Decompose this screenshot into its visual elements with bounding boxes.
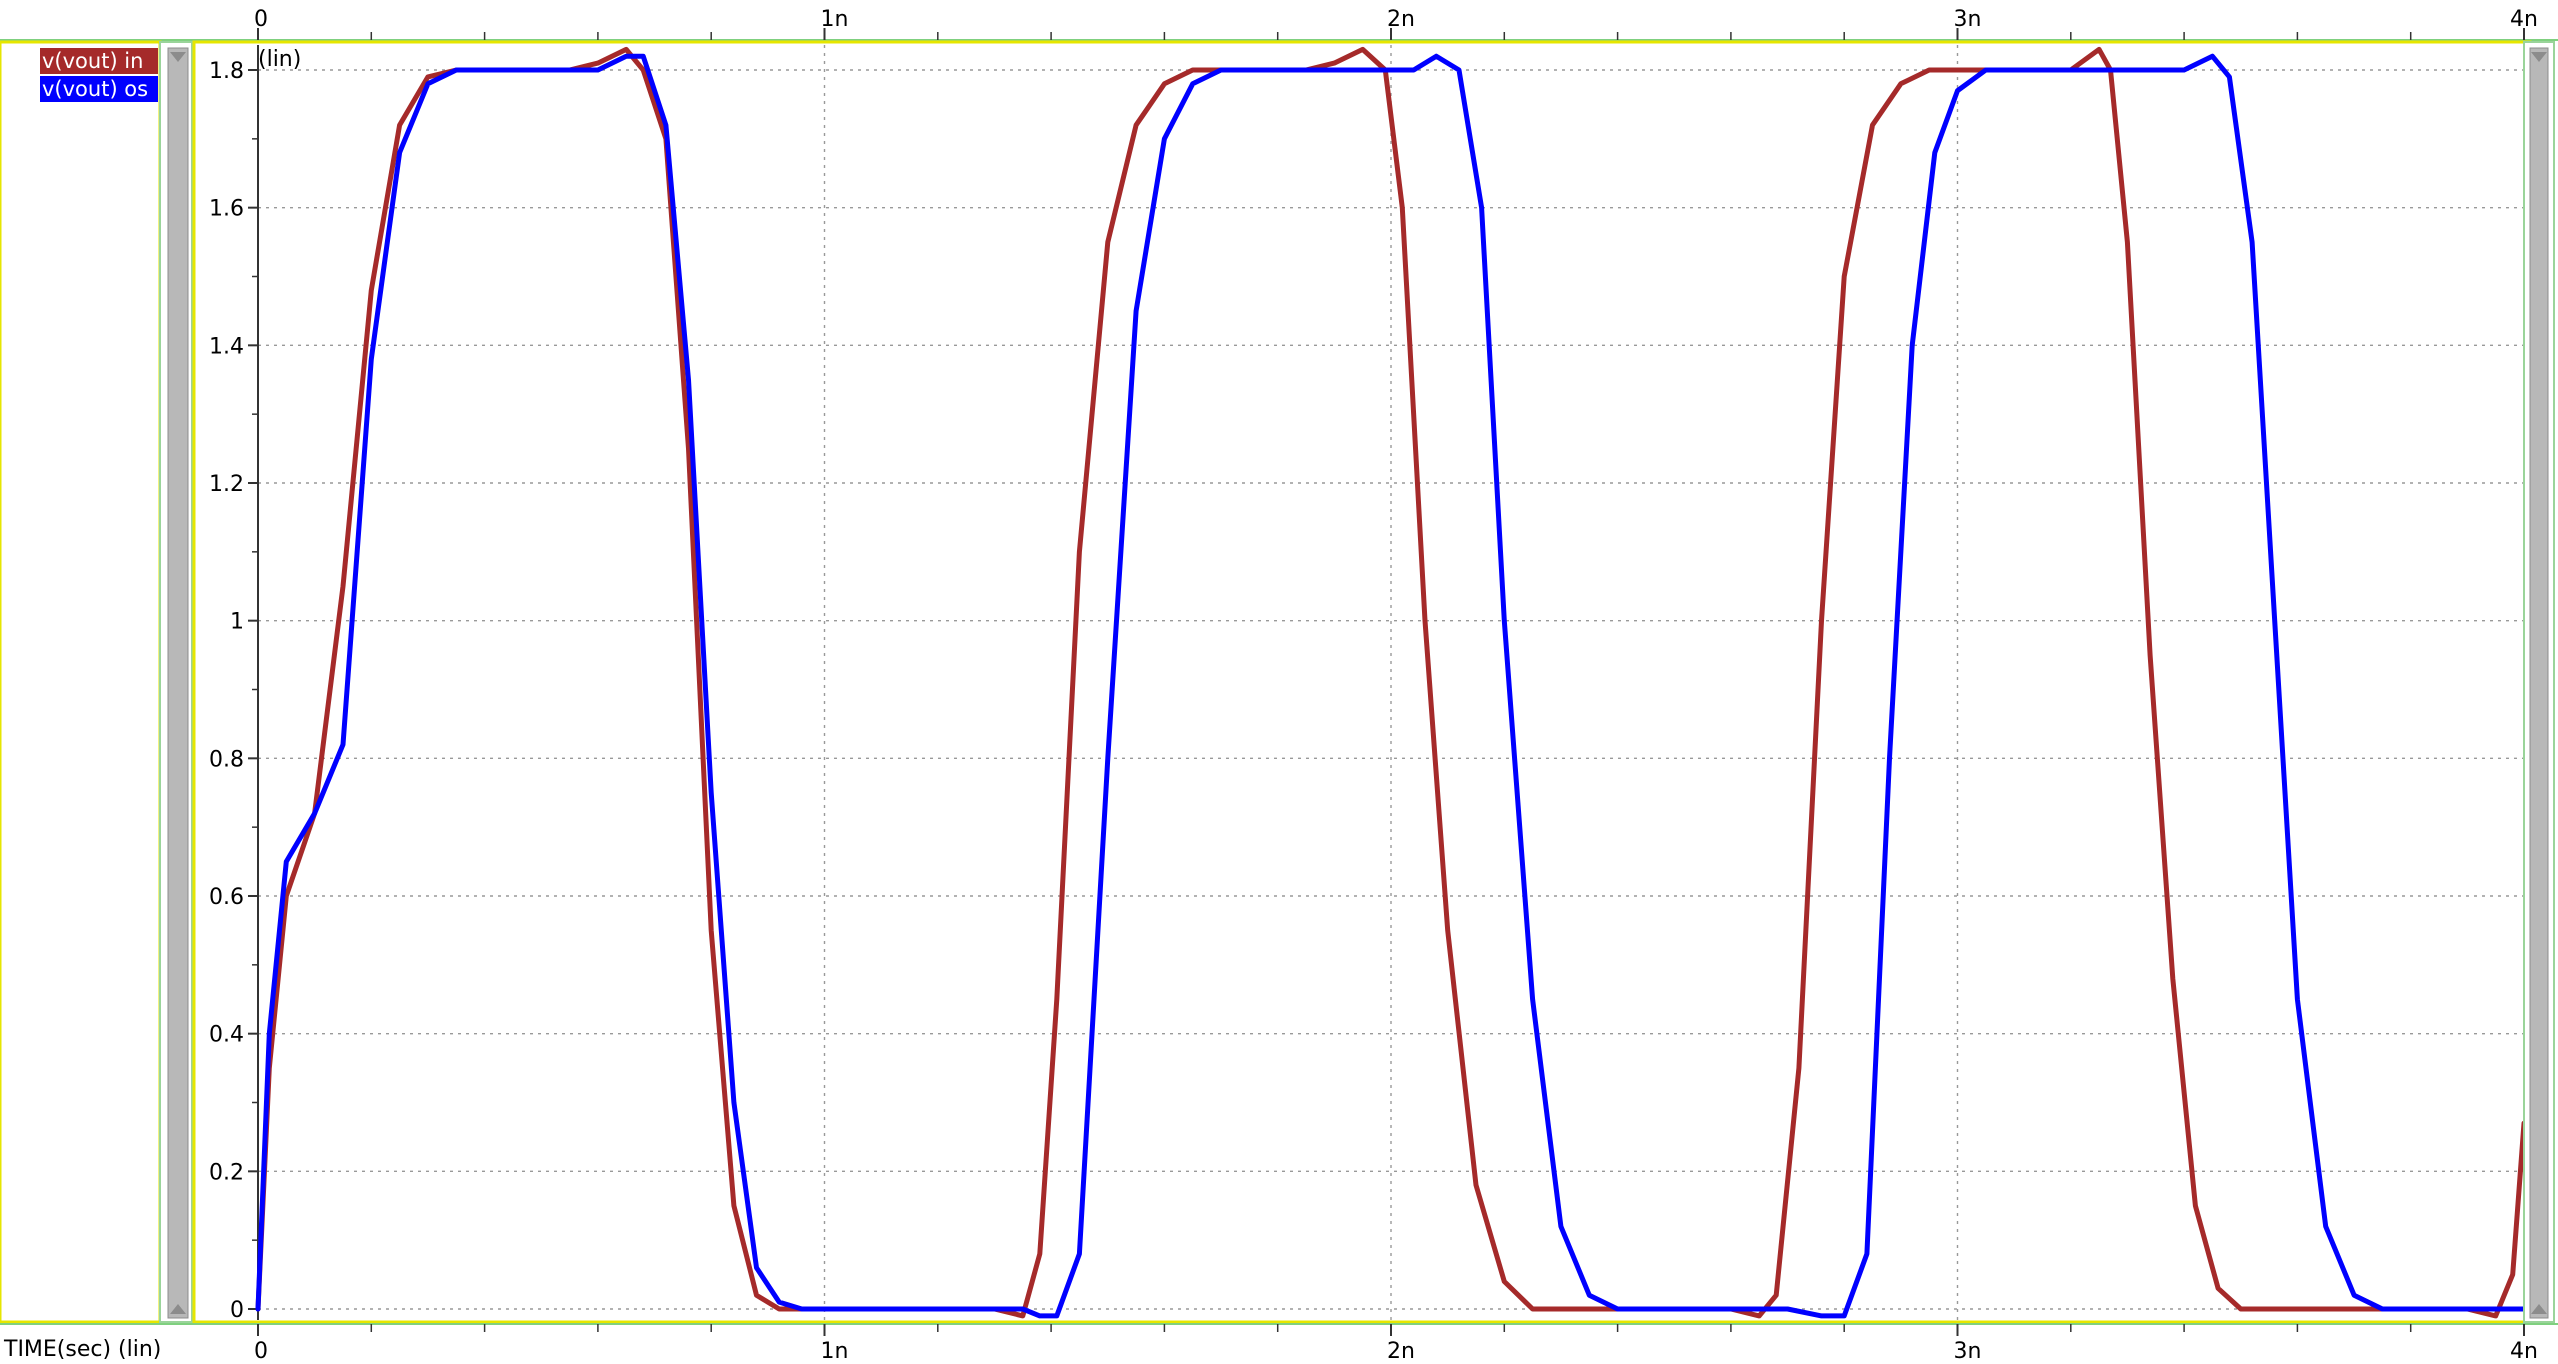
bottom-x-tick-label: 1n [821,1339,849,1364]
legend: v(vout) in v(vout) os [40,48,158,102]
scroll-down-arrow-icon[interactable] [170,1304,186,1314]
legend-entry[interactable]: v(vout) in [42,49,143,73]
right-scrollbar-thumb[interactable] [2529,47,2549,1319]
scrollbar-thumb[interactable] [167,47,189,1319]
y-tick-label: 1.2 [209,472,244,497]
top-x-tick-label: 3n [1954,7,1982,32]
y-tick-label: 0 [230,1298,244,1323]
y-tick-label: 0.8 [209,747,244,772]
bottom-x-tick-label: 0 [254,1339,268,1364]
legend-entry[interactable]: v(vout) os [42,77,148,101]
y-tick-label: 1 [230,610,244,635]
y-axis-label: (lin) [258,47,301,72]
right-scroll-up-arrow-icon[interactable] [2531,52,2547,62]
right-scroll-down-arrow-icon[interactable] [2531,1304,2547,1314]
y-tick-label: 1.4 [209,334,244,359]
y-tick-label: 1.8 [209,59,244,84]
scroll-up-arrow-icon[interactable] [170,52,186,62]
legend-swatch [40,76,158,102]
legend-swatch [40,48,158,74]
plot-area [192,40,2532,1324]
x-axis-label: TIME(sec) (lin) [3,1337,161,1362]
top-axis-strip [0,0,2558,40]
top-x-tick-label: 0 [254,7,268,32]
bottom-x-tick-label: 2n [1387,1339,1415,1364]
y-tick-label: 0.4 [209,1023,244,1048]
bottom-x-tick-label: 4n [2510,1339,2538,1364]
top-x-axis-ticks: 0 1n 2n 3n 4n [254,7,2538,40]
bottom-x-tick-label: 3n [1954,1339,1982,1364]
top-x-tick-label: 1n [821,7,849,32]
top-x-tick-label: 4n [2510,7,2538,32]
legend-panel [0,40,162,1324]
bottom-x-axis-ticks: 0 1n 2n 3n 4n [254,1324,2538,1364]
series-group [255,46,2527,1319]
y-tick-label: 0.2 [209,1160,244,1185]
series-line-1 [255,46,2527,1319]
y-axis: 0 0.2 0.4 0.6 0.8 1 1.2 1.4 1.6 1.8 [209,45,259,1323]
y-tick-label: 0.6 [209,885,244,910]
top-x-tick-label: 2n [1387,7,1415,32]
y-tick-label: 1.6 [209,197,244,222]
series-line-2 [255,53,2527,1319]
